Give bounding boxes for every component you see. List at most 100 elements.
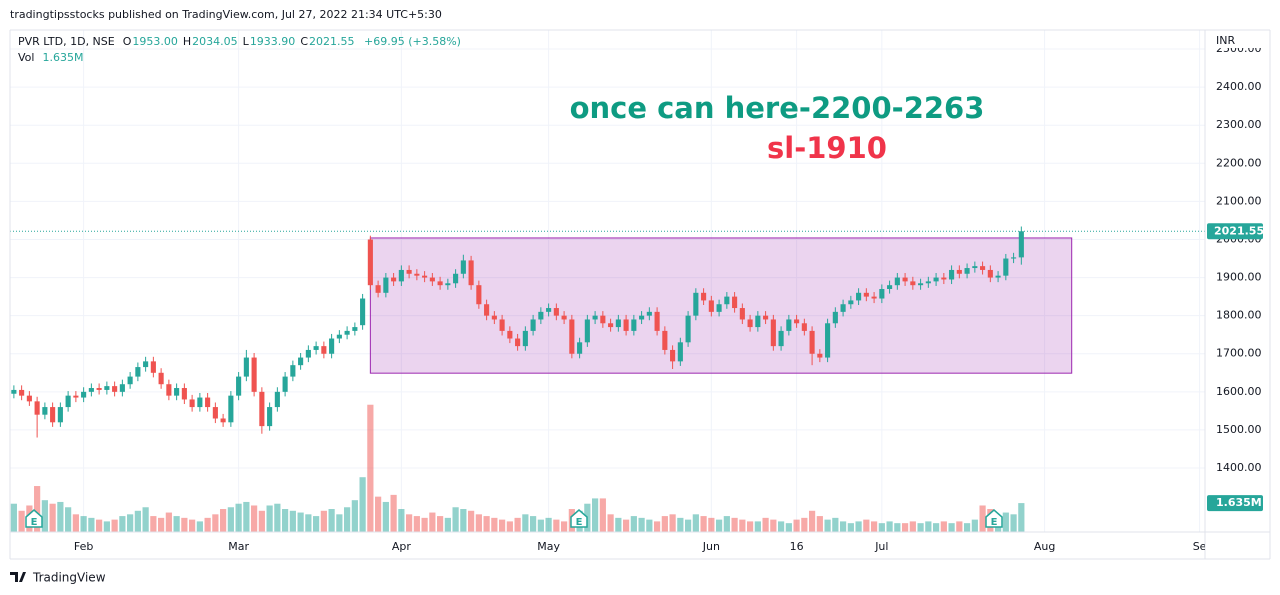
volume-bar xyxy=(313,516,320,532)
volume-bar xyxy=(948,523,955,532)
volume-bar xyxy=(932,523,940,532)
candle-body xyxy=(437,281,443,286)
candle-body xyxy=(499,319,505,331)
earnings-marker: E xyxy=(985,509,1003,528)
volume-bar xyxy=(537,519,544,532)
volume-bar xyxy=(80,516,87,532)
volume-bar xyxy=(96,519,103,532)
candle-body xyxy=(832,311,838,324)
candle-body xyxy=(670,349,676,362)
volume-bar xyxy=(367,404,374,532)
volume-bar xyxy=(506,521,513,532)
volume-bar xyxy=(251,505,258,532)
volume-bar xyxy=(142,507,149,532)
candle-body xyxy=(360,298,366,326)
candle-body xyxy=(251,357,257,392)
candle-body xyxy=(429,277,435,282)
candle-body xyxy=(19,389,25,396)
volume-bar xyxy=(18,510,25,532)
candle-body xyxy=(848,300,854,305)
volume-bar xyxy=(653,521,661,532)
volume-bar xyxy=(762,517,769,532)
candle-body xyxy=(561,315,567,320)
volume-bar xyxy=(553,519,560,532)
candle-body xyxy=(352,327,358,331)
y-tick-label: 2300.00 xyxy=(1216,118,1262,131)
volume-bar xyxy=(979,505,986,532)
y-tick-label: 1600.00 xyxy=(1216,385,1262,398)
candle-body xyxy=(34,401,40,415)
candle-body xyxy=(135,367,141,377)
candle-body xyxy=(484,304,490,316)
volume-bar xyxy=(855,521,862,532)
volume-bar xyxy=(390,494,397,532)
candle-body xyxy=(189,399,195,408)
candle-body xyxy=(367,239,373,286)
volume-bar xyxy=(375,496,382,532)
y-tick-label: 1700.00 xyxy=(1216,347,1262,360)
candle-body xyxy=(956,269,962,274)
svg-text:E: E xyxy=(991,517,998,528)
volume-bar xyxy=(839,521,847,532)
candle-body xyxy=(468,260,474,286)
volume-bar xyxy=(181,517,188,532)
candle-body xyxy=(801,323,807,331)
candle-body xyxy=(383,277,389,293)
volume-bar xyxy=(870,521,878,532)
candle-body xyxy=(158,372,164,385)
volume-bar xyxy=(41,500,48,532)
candle-body xyxy=(755,315,761,328)
candle-body xyxy=(50,407,56,423)
ohlc-key: C xyxy=(300,35,308,48)
candle-body xyxy=(197,397,203,408)
volume-bar xyxy=(832,517,839,532)
candle-body xyxy=(228,395,234,423)
volume-bar xyxy=(437,516,444,532)
candle-body xyxy=(88,388,94,392)
candle-body xyxy=(608,323,614,328)
candle-body xyxy=(778,330,784,347)
y-tick-label: 2400.00 xyxy=(1216,80,1262,93)
volume-bar xyxy=(1010,514,1017,532)
volume-bar xyxy=(429,512,436,532)
candle-body xyxy=(212,407,218,419)
volume-bar xyxy=(406,514,413,532)
ohlc-value: 1953.00 xyxy=(132,35,178,48)
candle-body xyxy=(313,346,319,350)
axes: 1400.00 1500.00 1600.00 1700.00 1800.00 1900.… xyxy=(1207,42,1264,512)
candle-body xyxy=(329,338,335,354)
volume-bar xyxy=(514,517,521,532)
candle-body xyxy=(646,311,652,316)
volume-bar xyxy=(274,503,281,532)
candle-body xyxy=(786,319,792,331)
volume-bar xyxy=(731,517,738,532)
volume-bar xyxy=(134,510,141,532)
volume-bar xyxy=(622,519,630,532)
volume-bar xyxy=(878,523,885,532)
brand-logo xyxy=(10,572,26,582)
volume-bar xyxy=(723,516,730,532)
annotation: once can here-2200-2263 xyxy=(570,91,985,125)
volume-bar xyxy=(483,516,490,532)
candle-body xyxy=(507,330,513,339)
candle-body xyxy=(515,338,521,347)
volume-bar xyxy=(793,519,800,532)
volume-bar xyxy=(592,498,599,532)
candle-body xyxy=(662,330,668,350)
volume-bar xyxy=(266,505,273,532)
last-price-badge xyxy=(1207,223,1263,240)
candle-body xyxy=(344,330,350,335)
candle-body xyxy=(398,269,404,282)
volume-bar xyxy=(677,517,684,532)
candle-body xyxy=(871,296,877,299)
y-tick-label: 1400.00 xyxy=(1216,461,1262,474)
volume-bar xyxy=(204,517,211,532)
volume-bar xyxy=(452,507,459,532)
candle-body xyxy=(840,304,846,312)
candle-body xyxy=(592,315,598,320)
candle-body xyxy=(763,315,769,320)
candle-body xyxy=(615,319,621,328)
candle-body xyxy=(267,407,273,427)
candle-body xyxy=(119,384,125,392)
candle-body xyxy=(902,277,908,282)
